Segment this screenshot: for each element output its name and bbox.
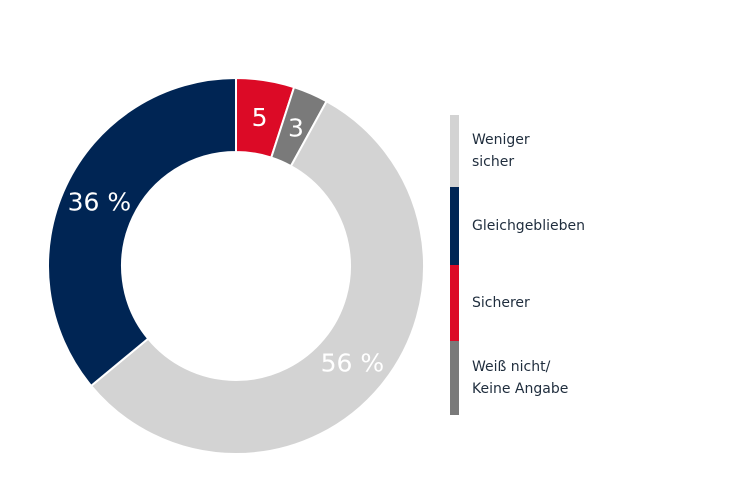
legend-item-1: Gleichgeblieben (450, 187, 740, 265)
legend-item-2: Sicherer (450, 265, 740, 341)
slice-value-label-1: 36 % (68, 188, 132, 217)
slice-value-label-2: 5 (252, 103, 268, 132)
legend-label: Sicherer (472, 295, 530, 311)
donut-slice-0 (89, 99, 425, 455)
legend: Weniger sicher Gleichgeblieben Sicherer Wei… (450, 115, 740, 415)
legend-swatch (450, 265, 459, 341)
slice-value-label-3: 3 (288, 113, 304, 142)
donut-slices (47, 76, 425, 455)
legend-label: Weiß nicht/ Keine Angabe (472, 359, 569, 397)
donut-slice-1 (47, 76, 237, 388)
legend-swatch (450, 115, 459, 187)
legend-swatch (450, 187, 459, 265)
legend-item-3: Weiß nicht/ Keine Angabe (450, 341, 740, 415)
legend-label: Weniger sicher (472, 132, 530, 170)
legend-swatch (450, 341, 459, 415)
donut-data-labels: 5 3 56 % 36 % (68, 103, 384, 377)
slice-value-label-0: 56 % (321, 348, 385, 377)
legend-label: Gleichgeblieben (472, 218, 585, 234)
legend-item-0: Weniger sicher (450, 115, 740, 187)
